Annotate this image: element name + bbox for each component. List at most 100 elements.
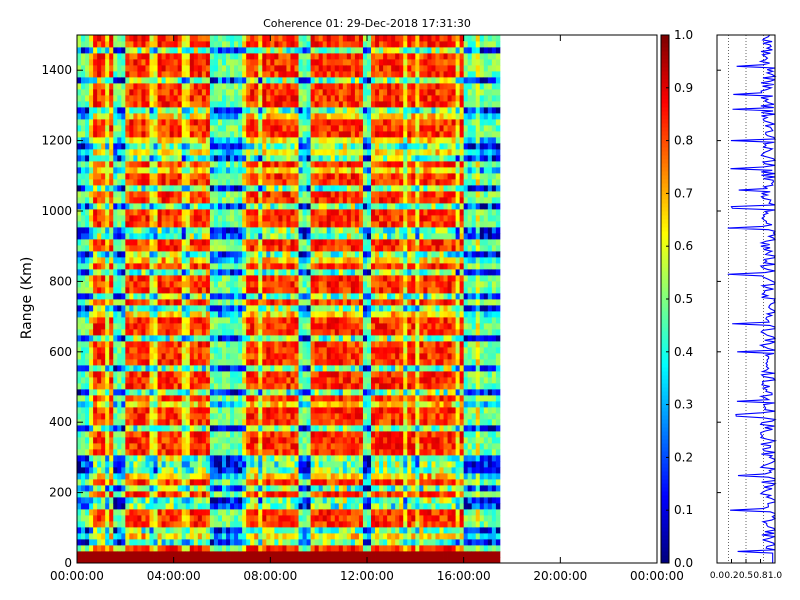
heatmap-cell: [133, 125, 138, 132]
heatmap-cell: [81, 251, 86, 258]
heatmap-cell: [274, 371, 279, 378]
heatmap-cell: [129, 185, 134, 192]
heatmap-cell: [222, 173, 227, 180]
heatmap-cell: [302, 347, 307, 354]
heatmap-cell: [173, 533, 179, 540]
heatmap-cell: [234, 77, 239, 84]
heatmap-cell: [169, 197, 175, 204]
heatmap-cell: [222, 521, 227, 528]
heatmap-cell: [242, 131, 247, 138]
heatmap-cell: [137, 59, 142, 66]
heatmap-cell: [238, 557, 243, 564]
heatmap-cell: [246, 245, 251, 252]
heatmap-cell: [258, 467, 263, 474]
heatmap-cell: [286, 173, 291, 180]
heatmap-cell: [85, 131, 90, 138]
heatmap-cell: [286, 281, 291, 288]
heatmap-cell: [173, 335, 179, 342]
heatmap-cell: [97, 485, 102, 492]
heatmap-cell: [141, 557, 146, 564]
heatmap-cell: [101, 191, 106, 198]
heatmap-cell: [157, 425, 162, 432]
heatmap-cell: [97, 143, 102, 150]
heatmap-cell: [302, 323, 307, 330]
heatmap-cell: [262, 233, 267, 240]
heatmap-cell: [302, 437, 307, 444]
heatmap-cell: [121, 113, 126, 120]
heatmap-cell: [262, 467, 267, 474]
heatmap-cell: [181, 173, 187, 180]
heatmap-cell: [286, 335, 291, 342]
heatmap-cell: [298, 557, 303, 564]
heatmap-cell: [262, 443, 267, 450]
heatmap-cell: [101, 557, 106, 564]
heatmap-cell: [105, 467, 110, 474]
heatmap-cell: [177, 485, 183, 492]
heatmap-cell: [294, 539, 299, 546]
heatmap-cell: [270, 455, 275, 462]
heatmap-cell: [254, 371, 259, 378]
heatmap-cell: [157, 125, 162, 132]
heatmap-cell: [133, 395, 138, 402]
heatmap-cell: [113, 65, 118, 72]
heatmap-cell: [298, 305, 303, 312]
heatmap-cell: [157, 515, 162, 522]
heatmap-cell: [169, 71, 175, 78]
heatmap-cell: [254, 377, 259, 384]
heatmap-cell: [193, 221, 199, 228]
heatmap-cell: [181, 71, 187, 78]
heatmap-cell: [101, 161, 106, 168]
heatmap-cell: [298, 167, 303, 174]
heatmap-cell: [250, 527, 255, 534]
heatmap-cell: [278, 317, 283, 324]
heatmap-cell: [161, 113, 167, 120]
heatmap-cell: [181, 521, 187, 528]
heatmap-cell: [209, 377, 215, 384]
heatmap-cell: [177, 239, 183, 246]
heatmap-cell: [129, 173, 134, 180]
heatmap-cell: [193, 41, 199, 48]
heatmap-cell: [250, 59, 255, 66]
heatmap-cell: [129, 299, 134, 306]
heatmap-cell: [246, 101, 251, 108]
heatmap-cell: [169, 341, 175, 348]
heatmap-cell: [101, 203, 106, 210]
heatmap-cell: [97, 35, 102, 42]
heatmap-cell: [153, 467, 158, 474]
heatmap-cell: [165, 545, 171, 552]
heatmap-cell: [193, 83, 199, 90]
heatmap-cell: [217, 125, 223, 132]
heatmap-cell: [173, 65, 179, 72]
heatmap-cell: [173, 413, 179, 420]
heatmap-cell: [258, 89, 263, 96]
heatmap-cell: [205, 83, 211, 90]
heatmap-cell: [153, 509, 158, 516]
heatmap-cell: [81, 419, 86, 426]
heatmap-cell: [185, 41, 191, 48]
heatmap-cell: [85, 497, 90, 504]
heatmap-cell: [77, 467, 82, 474]
heatmap-cell: [165, 443, 171, 450]
heatmap-cell: [117, 281, 122, 288]
heatmap-cell: [101, 311, 106, 318]
heatmap-cell: [157, 119, 162, 126]
heatmap-cell: [85, 35, 90, 42]
heatmap-cell: [185, 443, 191, 450]
heatmap-cell: [141, 131, 146, 138]
heatmap-cell: [113, 503, 118, 510]
heatmap-cell: [193, 167, 199, 174]
heatmap-cell: [254, 539, 259, 546]
heatmap-cell: [121, 269, 126, 276]
heatmap-cell: [254, 119, 259, 126]
heatmap-cell: [89, 485, 94, 492]
heatmap-cell: [238, 515, 243, 522]
heatmap-cell: [238, 251, 243, 258]
heatmap-cell: [97, 131, 102, 138]
heatmap-cell: [298, 281, 303, 288]
heatmap-cell: [93, 179, 98, 186]
heatmap-cell: [137, 515, 142, 522]
heatmap-cell: [153, 431, 158, 438]
heatmap-cell: [105, 215, 110, 222]
heatmap-cell: [217, 77, 223, 84]
heatmap-cell: [213, 95, 219, 102]
